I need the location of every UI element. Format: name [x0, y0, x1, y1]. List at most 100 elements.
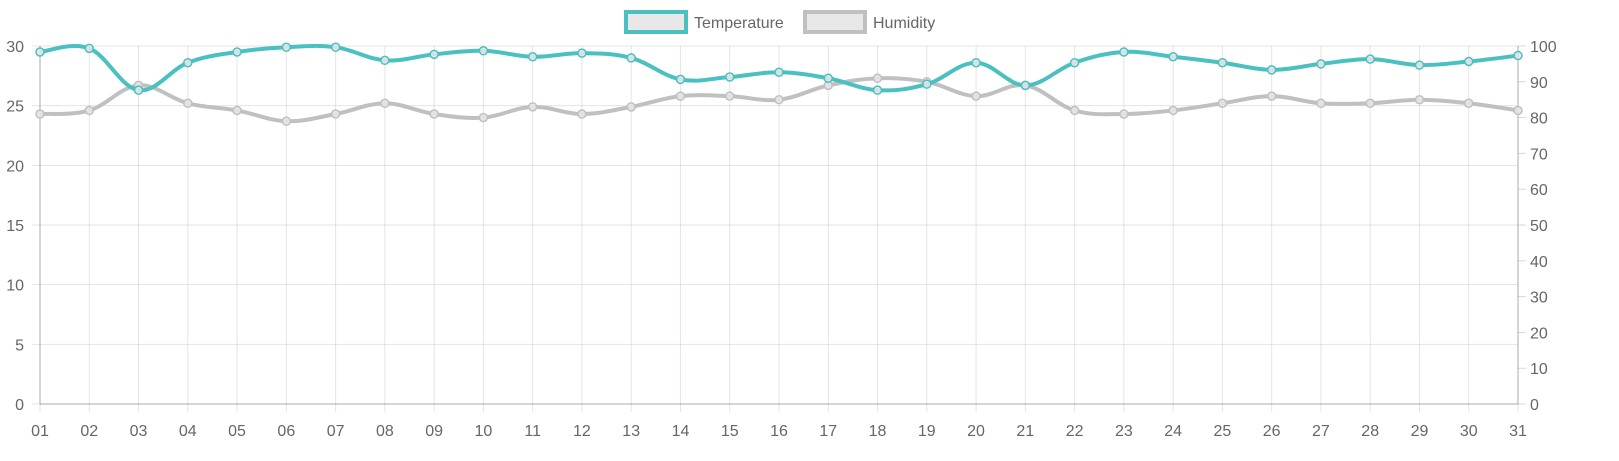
data-point[interactable]	[330, 42, 341, 52]
x-tick-label: 28	[1361, 423, 1379, 440]
y-right-tick-label: 30	[1530, 290, 1548, 307]
data-point[interactable]	[724, 72, 735, 82]
data-point[interactable]	[1513, 50, 1523, 61]
y-left-tick-label: 0	[15, 397, 24, 414]
data-point[interactable]	[84, 43, 95, 54]
data-point[interactable]	[527, 51, 538, 62]
y-left-tick-label: 20	[6, 158, 24, 175]
data-point[interactable]	[35, 47, 45, 57]
data-point[interactable]	[1463, 56, 1474, 67]
x-tick-label: 29	[1411, 423, 1429, 440]
data-point[interactable]	[1316, 59, 1326, 69]
data-point[interactable]	[1266, 91, 1277, 101]
legend-swatch	[803, 10, 867, 34]
data-point[interactable]	[872, 85, 883, 95]
x-tick-label: 14	[672, 423, 690, 440]
x-tick-label: 17	[819, 423, 837, 440]
legend-item-temperature[interactable]: Temperature	[624, 10, 784, 34]
data-point[interactable]	[1217, 98, 1228, 109]
data-point[interactable]	[577, 109, 587, 119]
legend-swatch	[624, 10, 688, 34]
data-point[interactable]	[1316, 98, 1326, 109]
data-point[interactable]	[774, 94, 784, 105]
x-tick-label: 02	[80, 423, 98, 440]
legend[interactable]: Temperature Humidity	[624, 10, 935, 34]
data-point[interactable]	[380, 55, 390, 66]
x-tick-label: 21	[1016, 423, 1034, 440]
data-point[interactable]	[675, 74, 686, 85]
data-point[interactable]	[84, 105, 95, 116]
data-point[interactable]	[1168, 105, 1178, 116]
data-point[interactable]	[330, 109, 341, 119]
data-point[interactable]	[1069, 105, 1080, 116]
data-point[interactable]	[478, 46, 489, 56]
data-point[interactable]	[429, 109, 439, 119]
y-left-tick-label: 30	[6, 39, 24, 56]
data-point[interactable]	[232, 47, 242, 57]
data-point[interactable]	[823, 73, 834, 83]
y-right-tick-label: 40	[1530, 254, 1548, 271]
x-tick-label: 15	[721, 423, 739, 440]
data-point[interactable]	[380, 98, 390, 109]
data-point[interactable]	[971, 91, 981, 101]
data-point[interactable]	[281, 42, 292, 52]
data-point[interactable]	[478, 112, 489, 123]
data-point[interactable]	[232, 105, 242, 116]
x-tick-label: 12	[573, 423, 591, 440]
data-point[interactable]	[183, 57, 193, 68]
x-tick-label: 16	[770, 423, 788, 440]
y-right-tick-label: 90	[1530, 75, 1548, 92]
data-point[interactable]	[626, 53, 636, 63]
y-right-tick-label: 50	[1530, 218, 1548, 235]
y-right-tick-label: 100	[1530, 39, 1557, 56]
y-left-tick-label: 15	[6, 218, 24, 235]
data-point[interactable]	[724, 91, 735, 101]
data-point[interactable]	[1365, 54, 1375, 64]
data-point[interactable]	[872, 73, 883, 83]
data-point[interactable]	[35, 109, 45, 119]
data-point[interactable]	[133, 85, 144, 95]
data-point[interactable]	[675, 91, 686, 101]
data-point[interactable]	[281, 116, 292, 126]
data-point[interactable]	[1119, 47, 1129, 57]
data-point[interactable]	[1217, 57, 1228, 68]
data-point[interactable]	[1069, 57, 1080, 68]
data-point[interactable]	[922, 79, 932, 89]
data-point[interactable]	[971, 57, 981, 68]
legend-label: Temperature	[694, 15, 784, 32]
x-tick-label: 22	[1066, 423, 1084, 440]
data-point[interactable]	[1020, 80, 1031, 91]
data-point[interactable]	[1463, 98, 1474, 109]
x-tick-label: 23	[1115, 423, 1133, 440]
data-point[interactable]	[1414, 60, 1425, 70]
x-tick-label: 07	[327, 423, 345, 440]
legend-item-humidity[interactable]: Humidity	[803, 10, 935, 34]
x-tick-label: 18	[869, 423, 887, 440]
x-tick-label: 31	[1509, 423, 1527, 440]
x-tick-label: 01	[31, 423, 49, 440]
y-left-tick-label: 5	[15, 337, 24, 354]
x-tick-label: 25	[1214, 423, 1232, 440]
data-point[interactable]	[626, 102, 636, 112]
data-point[interactable]	[1414, 94, 1425, 105]
x-tick-label: 06	[277, 423, 295, 440]
series-temperature	[35, 42, 1523, 95]
data-point[interactable]	[1513, 105, 1523, 116]
data-point[interactable]	[1365, 98, 1375, 109]
y-left-tick-label: 25	[6, 99, 24, 116]
data-point[interactable]	[1168, 51, 1178, 62]
data-point[interactable]	[1119, 109, 1129, 119]
data-point[interactable]	[1266, 65, 1277, 75]
data-point[interactable]	[429, 49, 439, 60]
y-left-tick-label: 10	[6, 278, 24, 295]
data-point[interactable]	[577, 48, 587, 58]
data-point[interactable]	[527, 102, 538, 112]
data-point[interactable]	[774, 67, 784, 78]
y-right-tick-label: 70	[1530, 146, 1548, 163]
x-tick-label: 08	[376, 423, 394, 440]
y-right-tick-label: 10	[1530, 361, 1548, 378]
y-right-tick-label: 60	[1530, 182, 1548, 199]
data-point[interactable]	[183, 98, 193, 109]
x-tick-label: 24	[1164, 423, 1182, 440]
